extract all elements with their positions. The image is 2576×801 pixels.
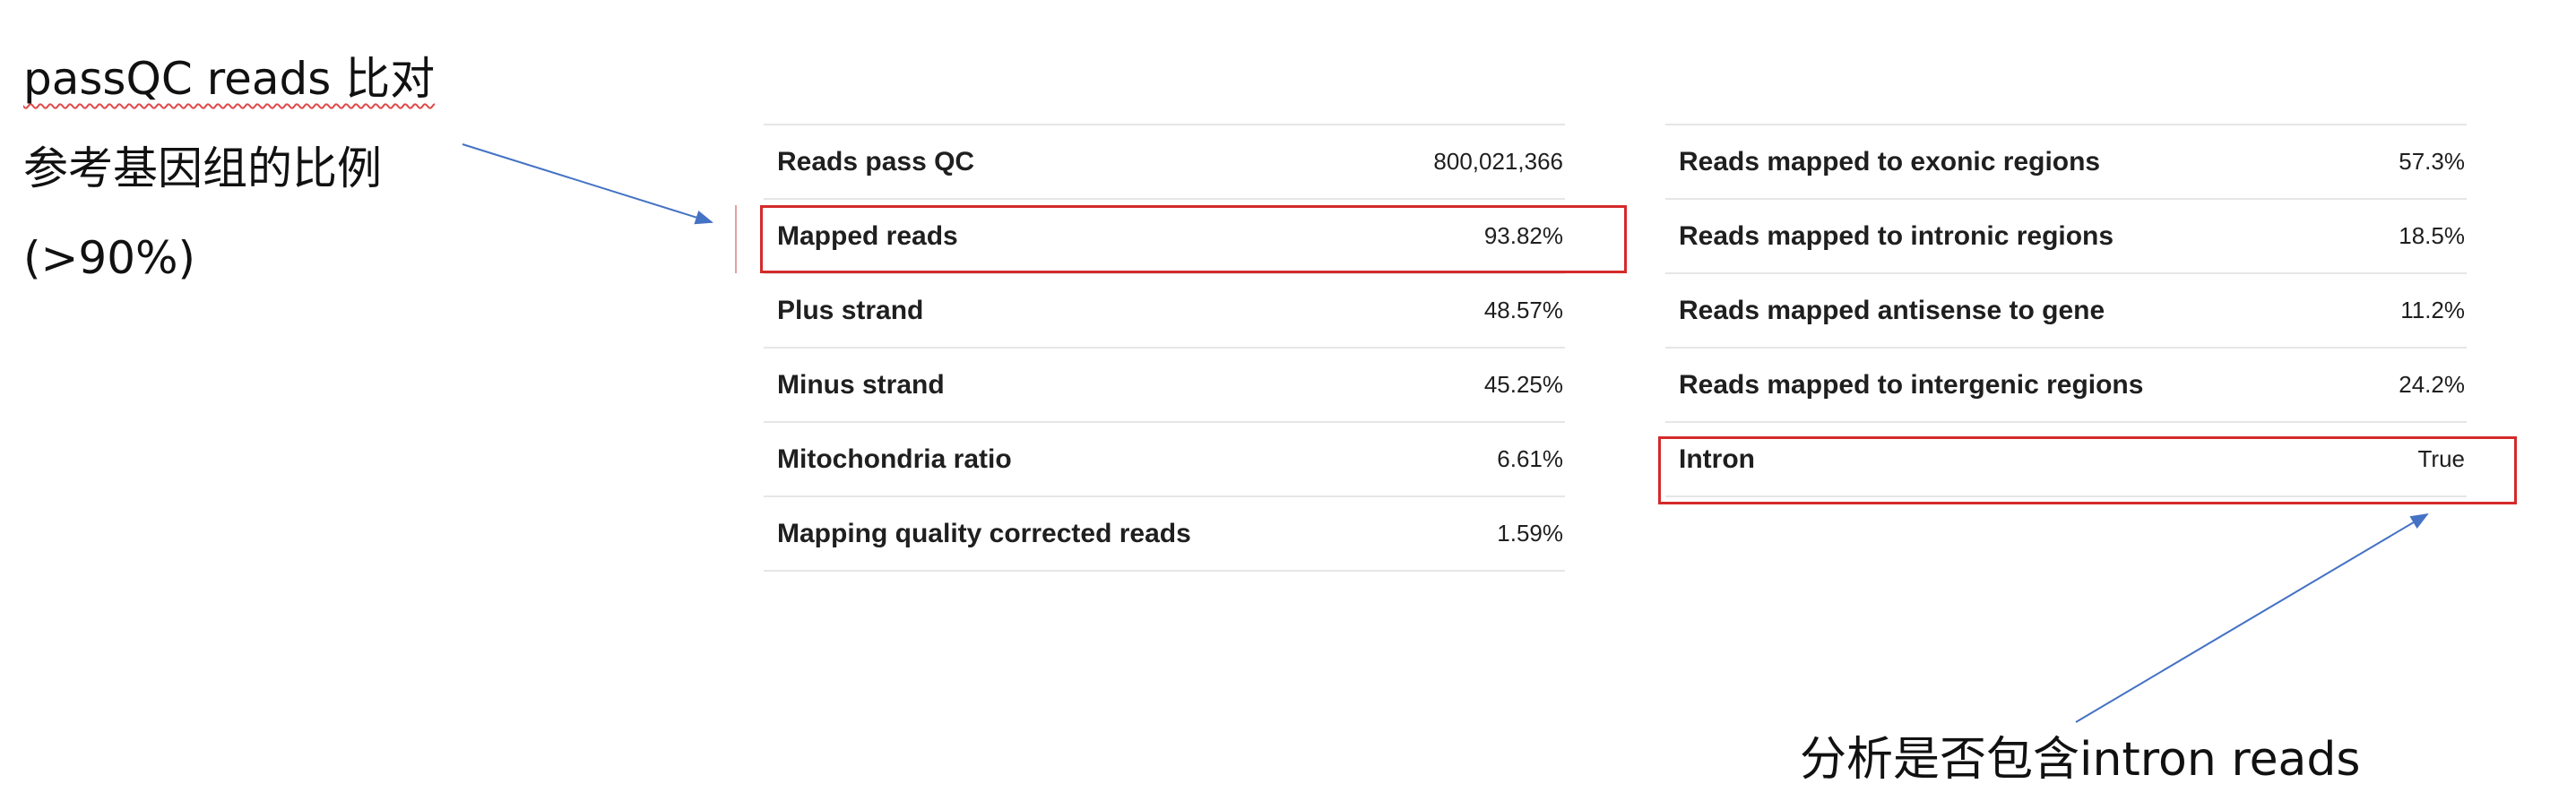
metric-value: 11.2%	[2400, 297, 2465, 323]
annotation-line-3: (>90%)	[23, 232, 196, 284]
table-row: Reads mapped to intergenic regions 24.2%	[1665, 349, 2467, 423]
table-row: Reads mapped to exonic regions 57.3%	[1665, 125, 2467, 200]
metric-label: Intron	[1679, 444, 1755, 474]
metric-value: 18.5%	[2399, 222, 2465, 249]
metric-label: Mapping quality corrected reads	[777, 518, 1191, 548]
metric-label: Reads mapped antisense to gene	[1679, 295, 2105, 325]
metric-value: 57.3%	[2399, 148, 2465, 175]
table-row: Mitochondria ratio 6.61%	[764, 423, 1565, 497]
metric-label: Plus strand	[777, 295, 924, 325]
table-row: Mapping quality corrected reads 1.59%	[764, 497, 1565, 572]
metric-value: 1.59%	[1497, 520, 1563, 547]
metric-label: Reads mapped to intergenic regions	[1679, 369, 2144, 400]
table-row: Reads pass QC 800,021,366	[764, 125, 1565, 200]
annotation-intron: 分析是否包含intron reads	[1800, 733, 2361, 787]
margin-marker	[735, 205, 737, 273]
metric-value: 48.57%	[1483, 297, 1563, 323]
metric-label: Reads pass QC	[777, 146, 975, 177]
region-metrics-table: Reads mapped to exonic regions 57.3% Rea…	[1665, 124, 2467, 497]
annotation-line-2: 参考基因组的比例	[23, 142, 382, 194]
arrow-to-mapped-reads	[462, 143, 713, 225]
metric-label: Reads mapped to intronic regions	[1679, 220, 2114, 251]
metric-label: Minus strand	[777, 369, 945, 400]
metric-label: Mapped reads	[777, 220, 958, 251]
table-row: Mapped reads 93.82%	[764, 200, 1565, 274]
metric-value: 24.2%	[2399, 371, 2465, 398]
metric-value: 800,021,366	[1433, 148, 1563, 175]
table-row: Reads mapped antisense to gene 11.2%	[1665, 274, 2467, 349]
table-row: Plus strand 48.57%	[764, 274, 1565, 349]
mapping-metrics-table: Reads pass QC 800,021,366 Mapped reads 9…	[764, 124, 1565, 572]
arrow-to-intron	[2075, 512, 2429, 723]
annotation-mapping-ratio: passQC reads 比对 参考基因组的比例 (>90%)	[23, 34, 435, 303]
annotation-line-1: passQC reads 比对	[23, 53, 436, 105]
metric-value: True	[2417, 445, 2466, 472]
table-row: Intron True	[1665, 423, 2467, 497]
metric-value: 6.61%	[1497, 445, 1563, 472]
metric-label: Reads mapped to exonic regions	[1679, 146, 2101, 177]
table-row: Reads mapped to intronic regions 18.5%	[1665, 200, 2467, 274]
table-row: Minus strand 45.25%	[764, 349, 1565, 423]
metric-value: 93.82%	[1483, 222, 1563, 249]
metric-value: 45.25%	[1483, 371, 1563, 398]
metric-label: Mitochondria ratio	[777, 444, 1012, 474]
